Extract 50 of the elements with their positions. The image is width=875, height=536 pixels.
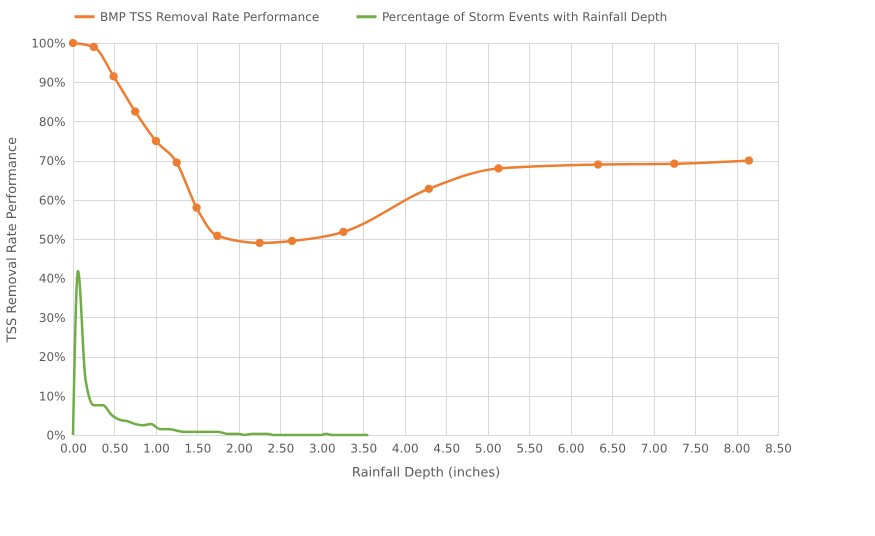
x-tick-label: 5.50	[516, 442, 544, 456]
x-tick-label: 1.50	[184, 442, 212, 456]
y-tick-label: 10%	[38, 389, 66, 404]
x-tick-label: 6.50	[599, 442, 626, 456]
x-tick-label: 8.00	[724, 442, 750, 456]
x-tick-label: 0.00	[60, 442, 87, 456]
y-tick-label: 90%	[38, 76, 66, 90]
y-tick-label: 70%	[38, 154, 66, 168]
y-tick-label: 80%	[38, 114, 66, 129]
point	[288, 236, 296, 246]
point	[131, 107, 140, 116]
x-tick-label: 7.50	[682, 442, 709, 456]
legend-label: Percentage of Storm Events with Rainfall Depth	[382, 10, 668, 24]
x-tick-label: 4.00	[392, 442, 419, 456]
y-tick-label: 100%	[31, 36, 66, 50]
point	[494, 164, 503, 173]
y-tick-label: 60%	[38, 193, 66, 208]
x-tick-label: 6.00	[558, 442, 585, 456]
point	[192, 203, 201, 212]
point	[255, 238, 264, 248]
y-tick-label: 50%	[38, 232, 66, 246]
y-tick-label: 30%	[38, 310, 66, 325]
x-tick-label: 3.50	[350, 442, 378, 456]
point	[152, 136, 160, 146]
point	[670, 160, 679, 168]
point	[109, 72, 118, 80]
point	[213, 232, 222, 240]
point	[68, 38, 78, 48]
x-tick-label: 0.50	[102, 442, 128, 456]
y-tick-label: 0%	[46, 428, 66, 442]
x-tick-label: 2.00	[226, 442, 253, 456]
x-tick-label: 8.50	[765, 442, 792, 456]
y-tick-label: 40%	[38, 272, 66, 286]
line-series	[72, 270, 370, 436]
point	[90, 42, 98, 52]
x-tick-label: 5.00	[474, 442, 502, 456]
x-tick-label: 2.50	[267, 442, 294, 456]
point	[594, 160, 602, 169]
x-tick-label: 3.00	[308, 442, 336, 456]
x-tick-label: 7.00	[640, 442, 668, 456]
point	[172, 158, 181, 167]
legend-label: BMP TSS Removal Rate Performance	[100, 10, 320, 24]
x-tick-label: 4.50	[433, 442, 460, 456]
point	[744, 156, 754, 165]
point	[424, 184, 433, 193]
x-axis-title: Rainfall Depth (inches)	[352, 466, 500, 480]
y-tick-label: 20%	[38, 350, 66, 364]
y-axis-title: TSS Removal Rate Performance	[5, 136, 20, 344]
point	[339, 228, 348, 236]
x-tick-label: 1.00	[143, 442, 170, 456]
